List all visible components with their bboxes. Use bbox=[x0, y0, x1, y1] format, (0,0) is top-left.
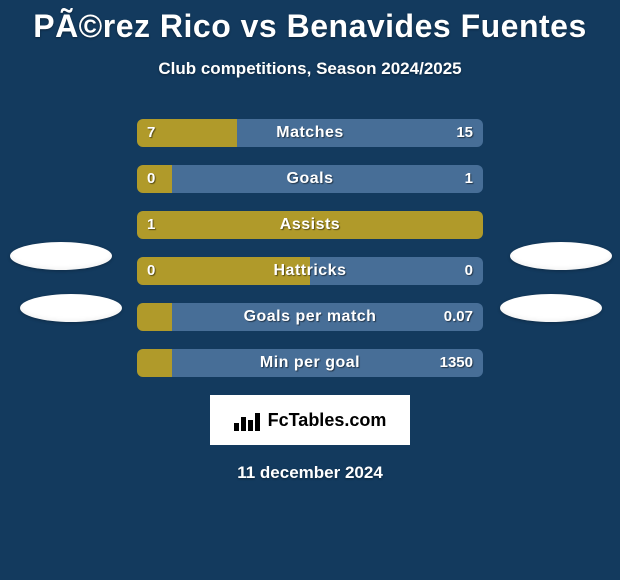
comparison-infographic: PÃ©rez Rico vs Benavides Fuentes Club co… bbox=[0, 0, 620, 580]
stat-label: Assists bbox=[137, 211, 483, 239]
page-title: PÃ©rez Rico vs Benavides Fuentes bbox=[0, 0, 620, 45]
stat-row: 0 Goals 1 bbox=[137, 165, 483, 193]
stat-label: Min per goal bbox=[137, 349, 483, 377]
stat-row: Min per goal 1350 bbox=[137, 349, 483, 377]
player-badge-right-1 bbox=[510, 242, 612, 270]
stat-row: 0 Hattricks 0 bbox=[137, 257, 483, 285]
stat-row: 1 Assists bbox=[137, 211, 483, 239]
stat-value-right: 1350 bbox=[440, 349, 473, 377]
stat-label: Goals per match bbox=[137, 303, 483, 331]
stat-value-right: 1 bbox=[465, 165, 473, 193]
stat-value-right: 15 bbox=[456, 119, 473, 147]
subtitle: Club competitions, Season 2024/2025 bbox=[0, 59, 620, 79]
stat-value-right: 0.07 bbox=[444, 303, 473, 331]
logo-text: FcTables.com bbox=[268, 410, 387, 431]
date: 11 december 2024 bbox=[0, 463, 620, 483]
stat-row: Goals per match 0.07 bbox=[137, 303, 483, 331]
stat-value-right: 0 bbox=[465, 257, 473, 285]
bars-icon bbox=[234, 409, 262, 431]
stat-row: 7 Matches 15 bbox=[137, 119, 483, 147]
player-badge-left-1 bbox=[10, 242, 112, 270]
logo: FcTables.com bbox=[210, 395, 410, 445]
stat-label: Matches bbox=[137, 119, 483, 147]
stat-label: Hattricks bbox=[137, 257, 483, 285]
stat-label: Goals bbox=[137, 165, 483, 193]
player-badge-left-2 bbox=[20, 294, 122, 322]
player-badge-right-2 bbox=[500, 294, 602, 322]
stat-chart: 7 Matches 15 0 Goals 1 1 Assists 0 Hattr… bbox=[0, 119, 620, 377]
